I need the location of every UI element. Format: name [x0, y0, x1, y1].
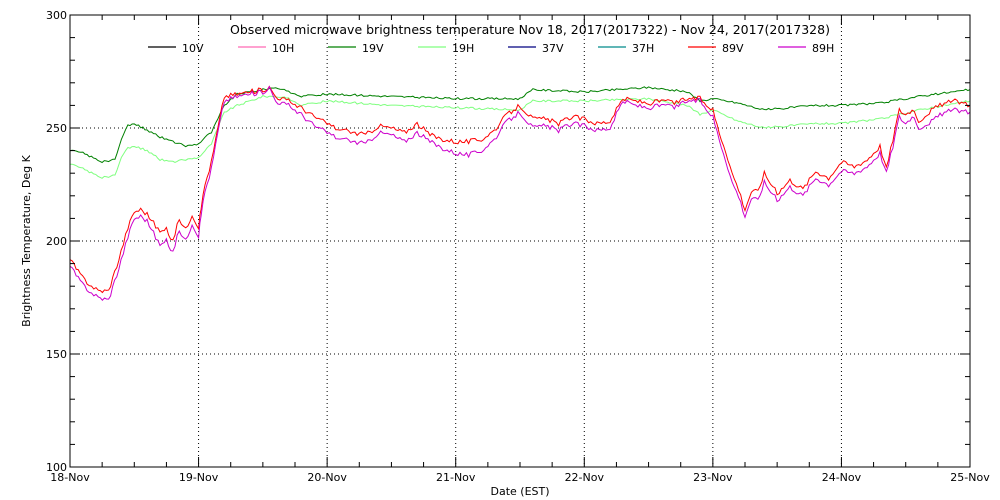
legend: 10V 10H 19V 19H 37V 37H 89V 89H [148, 42, 834, 55]
legend-label-19v: 19V [362, 42, 384, 55]
legend-label-37v: 37V [542, 42, 564, 55]
legend-label-89h: 89H [812, 42, 834, 55]
x-tick-label: 24-Nov [822, 471, 862, 484]
grid-lines [70, 15, 970, 467]
x-tick-label: 21-Nov [436, 471, 476, 484]
legend-label-89v: 89V [722, 42, 744, 55]
y-tick-label: 200 [46, 235, 67, 248]
x-axis-label: Date (EST) [490, 485, 549, 498]
x-tick-label: 22-Nov [565, 471, 605, 484]
x-tick-label: 19-Nov [179, 471, 219, 484]
axis-ticks [69, 14, 971, 468]
y-tick-label: 100 [46, 461, 67, 474]
chart-title: Observed microwave brightness temperatur… [230, 22, 830, 37]
x-tick-label: 23-Nov [693, 471, 733, 484]
y-tick-label: 150 [46, 348, 67, 361]
x-tick-label: 18-Nov [50, 471, 90, 484]
y-axis-label: Brightness Temperature, Deg K [20, 154, 33, 326]
legend-label-10h: 10H [272, 42, 294, 55]
y-tick-label: 300 [46, 9, 67, 22]
series-line-89v [69, 85, 971, 294]
legend-label-37h: 37H [632, 42, 654, 55]
series-lines [69, 85, 971, 301]
y-tick-labels: 100 150 200 250 300 [46, 9, 67, 474]
series-line-89h [69, 85, 971, 301]
x-tick-label: 25-Nov [950, 471, 990, 484]
legend-label-10v: 10V [182, 42, 204, 55]
x-tick-labels: 18-Nov 19-Nov 20-Nov 21-Nov 22-Nov 23-Nov 24-N… [50, 471, 990, 484]
x-tick-label: 20-Nov [307, 471, 347, 484]
legend-label-19h: 19H [452, 42, 474, 55]
y-tick-label: 250 [46, 122, 67, 135]
